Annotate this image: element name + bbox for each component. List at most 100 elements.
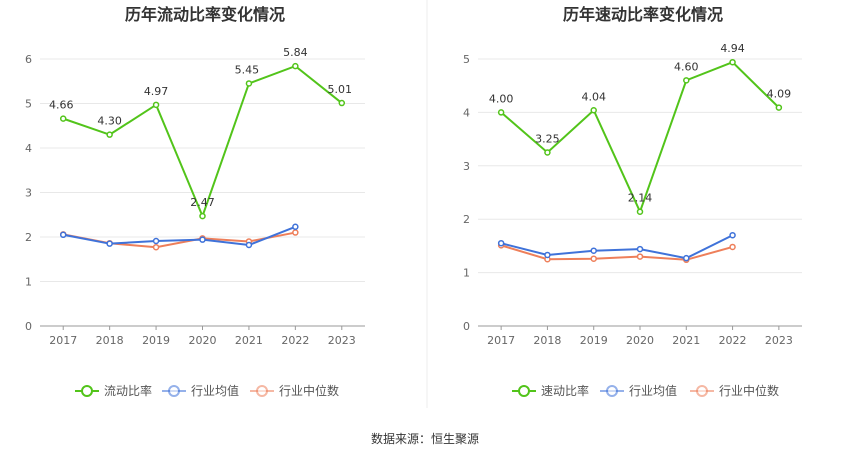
legend-label: 行业均值 xyxy=(629,383,677,398)
legend-label: 行业中位数 xyxy=(279,383,339,398)
data-point[interactable] xyxy=(199,212,206,220)
legend-swatch-marker xyxy=(606,385,618,397)
data-point[interactable] xyxy=(59,115,67,122)
legend-swatch-marker xyxy=(168,385,180,397)
data-point[interactable] xyxy=(636,245,644,253)
data-point[interactable] xyxy=(292,62,299,70)
data-label: 4.04 xyxy=(581,90,606,103)
legend-item[interactable]: 行业中位数 xyxy=(690,383,779,398)
y-tick-label: 2 xyxy=(25,231,32,244)
data-point[interactable] xyxy=(729,58,736,66)
data-point[interactable] xyxy=(245,241,253,249)
chart-title: 历年速动比率变化情况 xyxy=(563,5,723,24)
data-label: 5.84 xyxy=(283,46,308,59)
y-tick-label: 4 xyxy=(25,142,32,155)
x-tick-label: 2023 xyxy=(328,334,356,347)
x-tick-label: 2021 xyxy=(235,334,263,347)
data-point[interactable] xyxy=(636,253,644,260)
y-tick-label: 5 xyxy=(463,53,470,66)
data-label: 5.45 xyxy=(235,63,260,76)
y-tick-label: 1 xyxy=(463,267,470,280)
x-tick-label: 2023 xyxy=(765,334,793,347)
data-label: 4.66 xyxy=(49,99,74,112)
data-label: 2.14 xyxy=(628,192,653,205)
data-point[interactable] xyxy=(59,231,67,239)
y-tick-label: 6 xyxy=(25,53,32,66)
data-point[interactable] xyxy=(775,104,783,111)
data-point[interactable] xyxy=(729,243,736,251)
data-point[interactable] xyxy=(152,101,160,109)
data-point[interactable] xyxy=(199,236,206,243)
data-label: 5.01 xyxy=(328,83,353,96)
data-point[interactable] xyxy=(729,231,736,239)
legend-label: 流动比率 xyxy=(104,383,152,398)
chart-title: 历年流动比率变化情况 xyxy=(125,5,285,24)
legend-item[interactable]: 行业均值 xyxy=(600,383,677,398)
y-tick-label: 5 xyxy=(25,98,32,111)
data-point[interactable] xyxy=(152,243,160,251)
legend-item[interactable]: 速动比率 xyxy=(512,383,589,398)
series-line xyxy=(62,64,343,219)
quick-ratio-chart: 历年速动比率变化情况 0 1 2 3 4 5 2017 2018 2019 2020 2021 2022… xyxy=(463,5,802,398)
x-tick-label: 2022 xyxy=(719,334,747,347)
data-point[interactable] xyxy=(338,99,346,107)
data-label: 2.47 xyxy=(190,196,215,209)
data-point[interactable] xyxy=(590,255,597,262)
data-label: 4.00 xyxy=(489,92,514,105)
legend-swatch-marker xyxy=(81,385,93,397)
legend-swatch-marker xyxy=(696,385,708,397)
data-label: 4.09 xyxy=(767,88,792,101)
legend-item[interactable]: 行业均值 xyxy=(162,383,239,398)
data-label: 3.25 xyxy=(535,132,560,145)
data-point[interactable] xyxy=(292,229,299,236)
x-tick-label: 2020 xyxy=(626,334,654,347)
data-point[interactable] xyxy=(106,240,113,247)
x-tick-label: 2020 xyxy=(189,334,217,347)
series-line xyxy=(500,234,734,260)
data-point[interactable] xyxy=(590,247,597,254)
data-point[interactable] xyxy=(683,77,690,84)
data-label: 4.97 xyxy=(144,85,169,98)
x-tick-label: 2021 xyxy=(672,334,700,347)
y-tick-label: 1 xyxy=(25,276,32,289)
data-point[interactable] xyxy=(245,80,253,87)
current-ratio-chart: 历年流动比率变化情况 0 1 2 3 4 5 6 2017 2018 2019 2020 2021 202… xyxy=(25,5,365,398)
data-point[interactable] xyxy=(544,149,551,156)
x-tick-label: 2019 xyxy=(142,334,170,347)
x-tick-label: 2019 xyxy=(580,334,608,347)
data-point[interactable] xyxy=(590,107,597,114)
data-label: 4.30 xyxy=(97,115,122,128)
y-tick-label: 0 xyxy=(25,320,32,333)
legend-item[interactable]: 行业中位数 xyxy=(250,383,339,398)
x-tick-label: 2017 xyxy=(487,334,515,347)
data-point[interactable] xyxy=(636,208,644,215)
legend-label: 行业中位数 xyxy=(719,383,779,398)
y-tick-label: 4 xyxy=(463,106,470,119)
legend-swatch-marker xyxy=(518,385,530,397)
x-tick-label: 2017 xyxy=(49,334,77,347)
legend-label: 行业均值 xyxy=(191,383,239,398)
legend-item[interactable]: 流动比率 xyxy=(75,383,152,398)
series-line xyxy=(500,244,733,261)
data-point[interactable] xyxy=(292,223,299,231)
source-label: 数据来源：恒生聚源 xyxy=(371,431,479,446)
y-tick-label: 2 xyxy=(463,213,470,226)
data-label: 4.60 xyxy=(674,60,699,73)
data-point[interactable] xyxy=(497,239,505,247)
data-point[interactable] xyxy=(544,251,551,259)
legend-swatch-marker xyxy=(256,385,268,397)
y-tick-label: 0 xyxy=(463,320,470,333)
data-point[interactable] xyxy=(152,237,160,245)
legend-label: 速动比率 xyxy=(541,383,589,398)
x-tick-label: 2022 xyxy=(281,334,309,347)
data-point[interactable] xyxy=(106,131,113,138)
y-tick-label: 3 xyxy=(25,187,32,200)
x-tick-label: 2018 xyxy=(96,334,124,347)
x-tick-label: 2018 xyxy=(533,334,561,347)
y-tick-label: 3 xyxy=(463,160,470,173)
data-point[interactable] xyxy=(683,254,690,262)
data-label: 4.94 xyxy=(720,42,745,55)
data-point[interactable] xyxy=(497,109,505,116)
series-line xyxy=(63,225,296,247)
